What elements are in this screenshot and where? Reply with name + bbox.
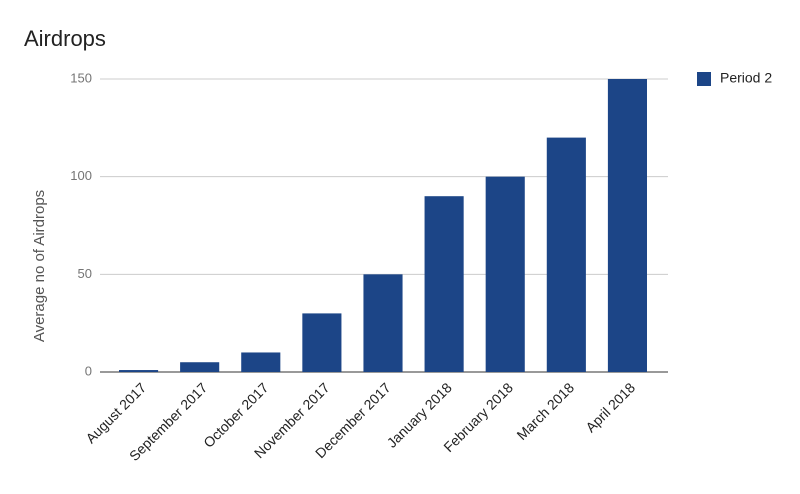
bar	[607, 79, 647, 372]
bar	[363, 274, 403, 372]
y-tick-label: 150	[70, 70, 92, 85]
bar	[180, 362, 220, 372]
bar	[485, 176, 525, 372]
y-tick-label: 100	[70, 168, 92, 183]
bar	[241, 352, 281, 372]
bar	[424, 196, 464, 372]
legend-swatch	[697, 72, 711, 86]
bar	[546, 137, 586, 372]
y-tick-label: 0	[85, 363, 92, 378]
x-tick-label: August 2017	[82, 379, 149, 446]
legend-label: Period 2	[720, 70, 772, 86]
chart-title: Airdrops	[24, 26, 106, 51]
x-tick-label: April 2018	[582, 379, 638, 435]
bar	[119, 370, 159, 372]
y-axis-label: Average no of Airdrops	[31, 190, 48, 342]
x-tick-label: March 2018	[513, 379, 577, 443]
bar	[302, 313, 342, 372]
y-tick-label: 50	[78, 266, 92, 281]
